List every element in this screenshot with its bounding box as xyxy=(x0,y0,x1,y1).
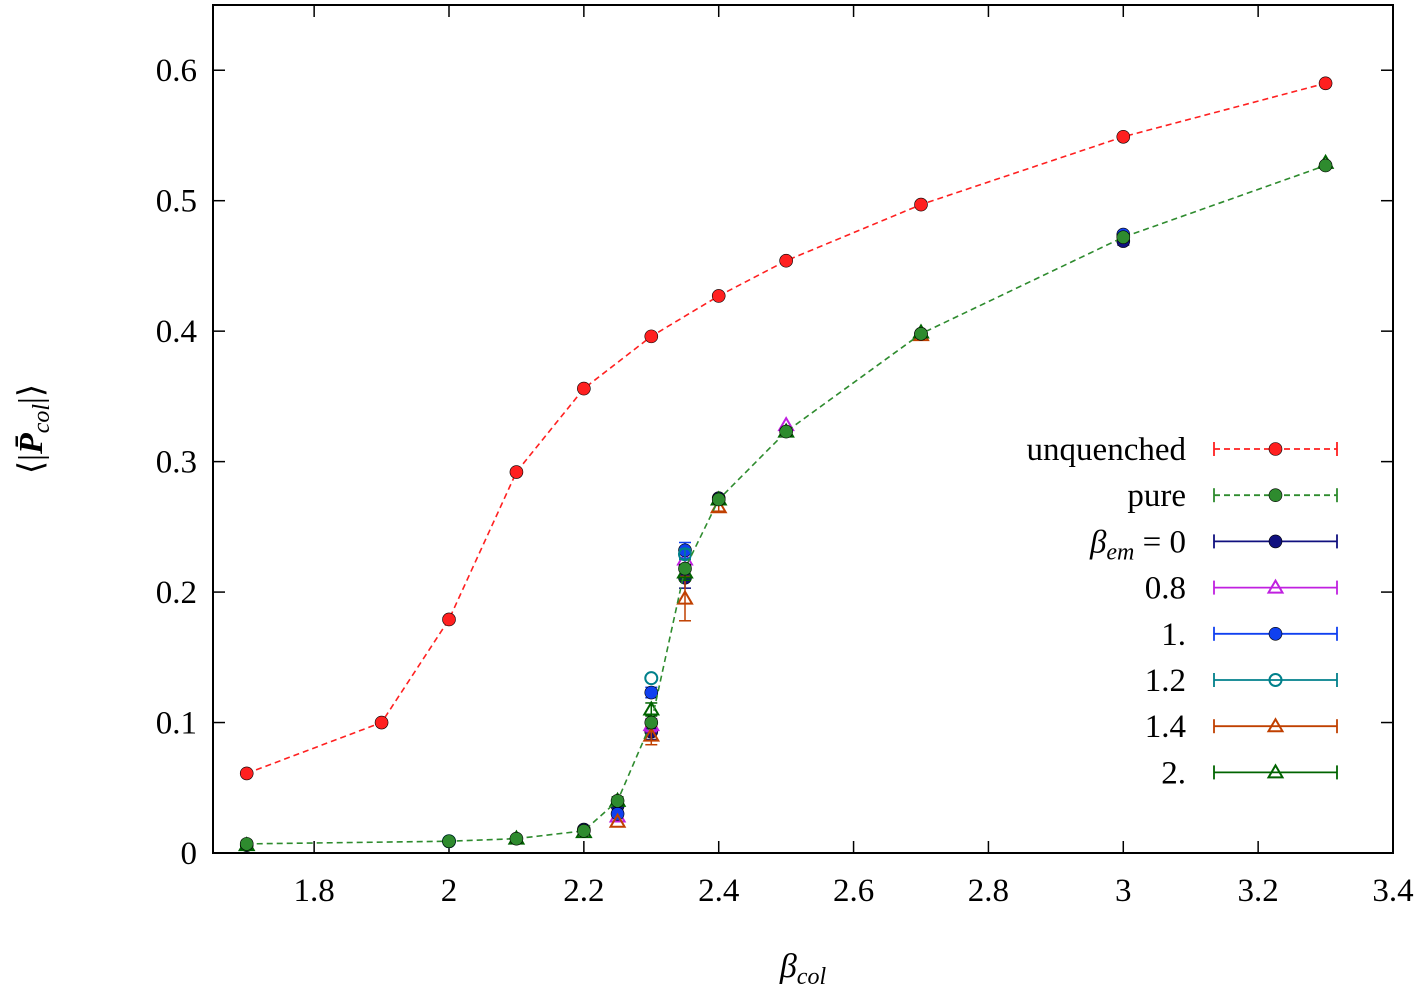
y-tick-label: 0.4 xyxy=(156,314,197,350)
x-tick-label: 2 xyxy=(441,873,458,909)
x-tick-label: 2.4 xyxy=(698,873,739,909)
legend-marker xyxy=(1268,626,1283,641)
axis-ticks: 1.8 2 2.2 2.4 2.6 2.8 3 3.2 3.4 0 0.1 0.2 0.3 0.4 0.5 0… xyxy=(156,5,1414,909)
plot-frame xyxy=(212,4,1394,854)
data-point xyxy=(1318,76,1333,91)
data-point xyxy=(644,715,659,730)
legend-label: 1.4 xyxy=(1145,709,1186,745)
data-point xyxy=(779,253,793,268)
data-point xyxy=(779,424,793,439)
legend-label: pure xyxy=(1127,478,1186,514)
data-point xyxy=(442,612,456,627)
x-tick-label: 2.2 xyxy=(563,873,604,909)
data-point xyxy=(239,766,254,781)
data-point xyxy=(239,837,254,851)
data-point xyxy=(442,834,456,849)
data-point xyxy=(1116,230,1131,245)
series-3 xyxy=(608,416,795,823)
x-tick-label: 2.6 xyxy=(833,873,874,909)
y-tick-label: 0.1 xyxy=(156,706,197,742)
legend-label: 0.8 xyxy=(1145,571,1186,607)
data-point xyxy=(1116,129,1131,144)
legend-label-rest: = 0 xyxy=(1134,524,1186,560)
legend-marker xyxy=(1268,488,1283,503)
data-point xyxy=(644,671,659,686)
series-6 xyxy=(608,326,930,828)
series-1 xyxy=(239,158,1333,851)
legend-marker xyxy=(1268,534,1283,549)
data-point xyxy=(610,794,625,808)
legend-label: 2. xyxy=(1161,755,1186,791)
series-4 xyxy=(610,227,1131,821)
legend-marker xyxy=(1266,717,1285,733)
x-tick-label: 1.8 xyxy=(294,873,335,909)
data-point xyxy=(608,812,627,828)
data-point xyxy=(644,329,659,344)
legend-entry-3: 0.8 xyxy=(1145,571,1338,607)
legend-marker xyxy=(1266,578,1285,594)
legend-label: unquenched xyxy=(1027,432,1187,468)
x-tick-label: 3.2 xyxy=(1238,873,1279,909)
legend-label-sub: em xyxy=(1106,539,1134,565)
legend-entry-5: 1.2 xyxy=(1145,663,1338,699)
data-point xyxy=(678,561,692,576)
data-point xyxy=(577,381,591,396)
data-point xyxy=(676,589,694,605)
y-tick-label: 0.3 xyxy=(156,445,197,481)
data-point xyxy=(914,326,928,341)
legend-entry-1: pure xyxy=(1127,478,1338,514)
data-point xyxy=(711,289,726,303)
series-layer xyxy=(237,76,1335,852)
y-tick-label: 0 xyxy=(181,836,198,872)
data-point xyxy=(374,715,389,730)
legend-marker xyxy=(1268,442,1283,456)
legend-label-main: β xyxy=(1089,524,1107,560)
series-0 xyxy=(239,76,1333,781)
series-line xyxy=(246,164,1326,845)
legend-marker xyxy=(1266,763,1285,779)
data-point xyxy=(509,465,524,479)
data-point xyxy=(642,726,661,742)
x-tick-label: 3.4 xyxy=(1372,873,1413,909)
data-point xyxy=(914,197,928,212)
legend-entry-6: 1.4 xyxy=(1145,709,1338,745)
data-point xyxy=(577,824,591,838)
data-point xyxy=(678,547,692,562)
data-point xyxy=(711,492,726,507)
legend-entry-0: unquenched xyxy=(1027,432,1338,468)
x-axis-label: βcol xyxy=(779,948,827,988)
legend-label: βem = 0 xyxy=(1089,524,1186,565)
legend-marker xyxy=(1268,673,1283,687)
legend-entry-2: βem = 0 xyxy=(1089,524,1338,565)
data-point xyxy=(509,831,524,846)
legend-label: 1. xyxy=(1161,617,1186,653)
y-tick-label: 0.6 xyxy=(156,53,197,89)
x-tick-label: 2.8 xyxy=(968,873,1009,909)
legend-entry-7: 2. xyxy=(1161,755,1338,791)
legend-label: 1.2 xyxy=(1145,663,1186,699)
data-point xyxy=(644,685,659,700)
data-point xyxy=(1318,158,1333,173)
y-axis-label: ⟨|P̄col|⟩ xyxy=(13,384,55,474)
y-tick-label: 0.2 xyxy=(156,575,197,611)
y-tick-label: 0.5 xyxy=(156,184,197,220)
legend-entry-4: 1. xyxy=(1161,617,1338,653)
x-tick-label: 3 xyxy=(1115,873,1132,909)
